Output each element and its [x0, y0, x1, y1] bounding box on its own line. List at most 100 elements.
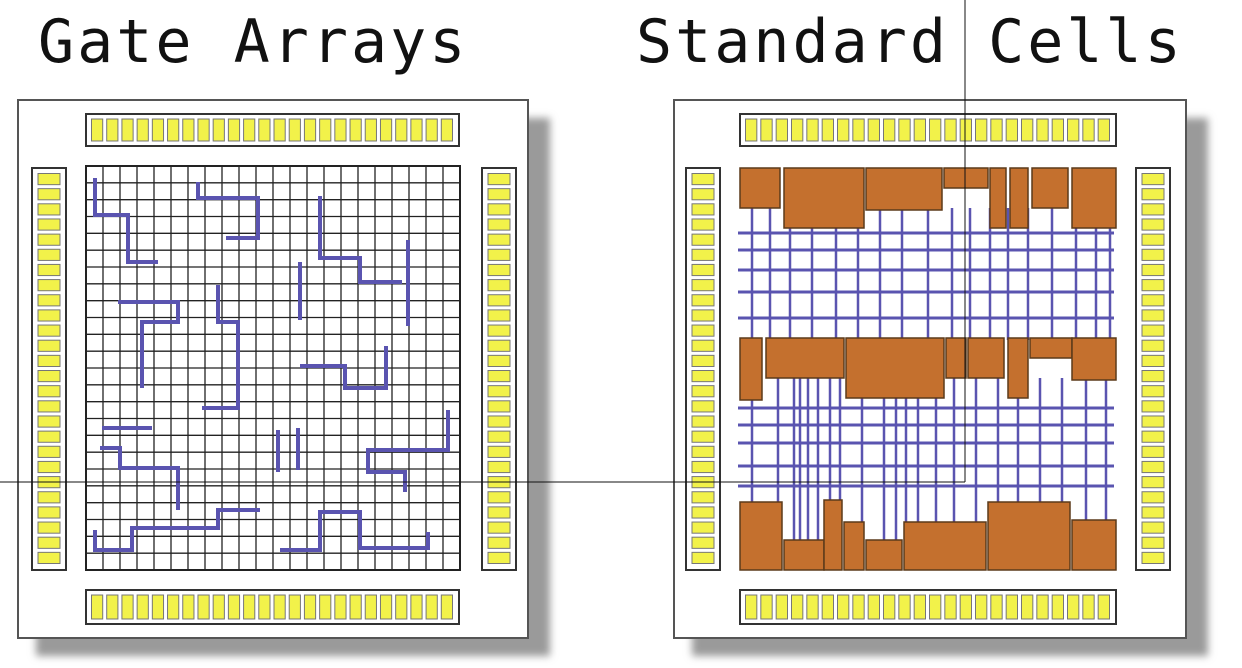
logic-cell-icon	[1071, 167, 1117, 229]
io-pad-icon	[37, 400, 61, 413]
io-pad-icon	[1067, 118, 1080, 142]
io-pad-icon	[197, 594, 210, 620]
io-pad-icon	[691, 460, 715, 474]
io-pad-icon	[691, 354, 715, 368]
io-pad-icon	[1005, 594, 1019, 620]
io-pad-icon	[487, 521, 511, 534]
io-pad-icon	[1141, 385, 1165, 398]
io-pad-icon	[691, 279, 715, 292]
io-pad-icon	[37, 339, 61, 352]
io-pad-icon	[136, 118, 149, 142]
io-pad-icon	[91, 118, 104, 142]
io-pad-icon	[1082, 118, 1095, 142]
io-pad-icon	[182, 118, 195, 142]
io-pad-icon	[1141, 445, 1165, 458]
io-pad-icon	[1141, 491, 1165, 504]
io-pad-icon	[319, 118, 332, 142]
routing-wire	[366, 410, 450, 492]
logic-cell-icon	[783, 167, 865, 229]
io-pad-icon	[487, 188, 511, 201]
io-pad-icon	[487, 551, 511, 564]
io-pad-icon	[837, 594, 850, 620]
io-pad-icon	[1141, 218, 1165, 231]
io-pad-icon	[691, 430, 715, 443]
io-pad-icon	[1021, 594, 1034, 620]
io-pad-icon	[37, 324, 61, 337]
logic-cell-icon	[1007, 337, 1029, 399]
io-pad-icon	[1141, 309, 1165, 322]
io-pad-icon	[487, 233, 511, 246]
io-pad-icon	[37, 203, 61, 216]
io-pad-icon	[487, 460, 511, 474]
logic-cell-icon	[843, 521, 865, 571]
io-pad-icon	[1036, 594, 1049, 620]
io-pad-icon	[944, 118, 957, 142]
io-pad-icon	[487, 339, 511, 352]
io-pad-icon	[395, 118, 408, 142]
io-pad-icon	[691, 400, 715, 413]
io-pad-icon	[37, 445, 61, 458]
io-pad-icon	[167, 118, 180, 142]
logic-cell-icon	[989, 167, 1007, 229]
io-pad-icon	[227, 594, 241, 620]
logic-cell-icon	[1031, 167, 1069, 209]
io-pad-icon	[760, 594, 773, 620]
io-pad-icon	[288, 118, 301, 142]
io-pad-icon	[487, 506, 511, 519]
io-pad-icon	[1141, 248, 1165, 261]
logic-cell-icon	[865, 539, 903, 571]
io-pad-icon	[273, 118, 286, 142]
io-pad-icon	[1141, 339, 1165, 352]
logic-cell-icon	[823, 499, 843, 571]
logic-cell-icon	[1071, 337, 1117, 381]
io-pad-icon	[37, 491, 61, 504]
io-pad-icon	[691, 263, 715, 277]
io-pad-icon	[1082, 594, 1095, 620]
io-pad-icon	[243, 594, 256, 620]
io-pad-icon	[867, 594, 881, 620]
io-pad-icon	[37, 354, 61, 368]
io-pad-icon	[691, 491, 715, 504]
io-pad-icon	[37, 188, 61, 201]
io-pad-icon	[898, 594, 911, 620]
io-pad-icon	[1141, 460, 1165, 474]
io-pad-icon	[379, 118, 393, 142]
io-pad-icon	[440, 594, 453, 620]
io-pad-icon	[959, 594, 973, 620]
io-pad-icon	[745, 594, 758, 620]
io-pad-icon	[691, 173, 715, 186]
io-pad-icon	[775, 118, 789, 142]
logic-cell-icon	[765, 337, 845, 379]
io-pad-icon	[379, 594, 393, 620]
io-pad-icon	[258, 594, 271, 620]
io-pad-icon	[425, 594, 438, 620]
io-pad-icon	[1141, 506, 1165, 519]
io-pad-icon	[691, 218, 715, 231]
routing-wire	[300, 346, 388, 390]
io-pad-icon	[487, 324, 511, 337]
logic-cell-icon	[1009, 167, 1029, 229]
io-pad-icon	[440, 118, 453, 142]
io-pad-icon	[1141, 521, 1165, 534]
logic-cell-icon	[967, 337, 1005, 379]
io-pad-icon	[1141, 400, 1165, 413]
io-pad-icon	[425, 118, 438, 142]
io-pad-icon	[349, 118, 362, 142]
io-pad-icon	[258, 118, 271, 142]
io-pad-icon	[487, 536, 511, 549]
io-pad-icon	[929, 594, 942, 620]
io-pad-icon	[975, 118, 988, 142]
io-pad-icon	[1141, 430, 1165, 443]
io-pad-icon	[929, 118, 942, 142]
io-pad-icon	[182, 594, 195, 620]
logic-cell-icon	[1029, 337, 1073, 359]
io-pad-icon	[760, 118, 773, 142]
io-pad-icon	[37, 415, 61, 428]
io-pad-icon	[691, 521, 715, 534]
io-pad-icon	[791, 118, 804, 142]
routing-wire	[280, 510, 430, 552]
io-pad-icon	[691, 415, 715, 428]
io-pad-icon	[37, 309, 61, 322]
io-pad-icon	[1051, 594, 1064, 620]
